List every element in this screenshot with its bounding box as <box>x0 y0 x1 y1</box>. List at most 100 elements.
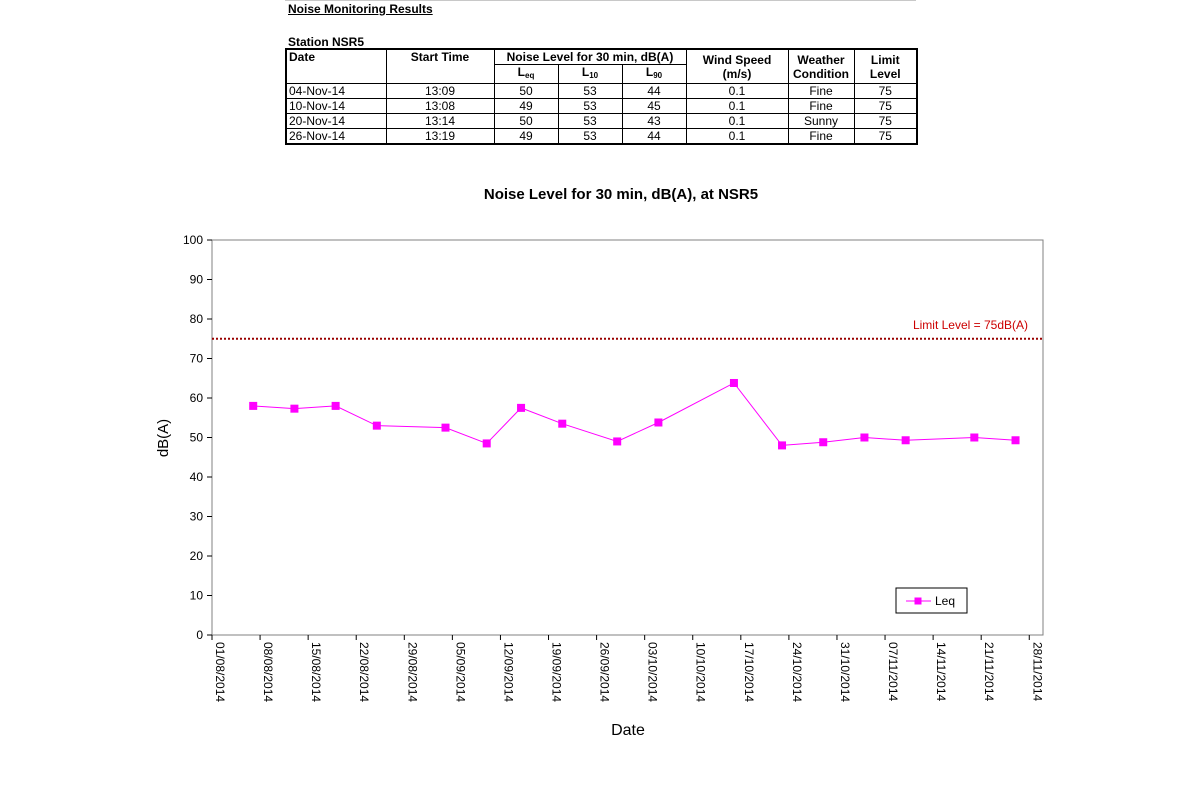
y-tick-label: 60 <box>190 391 204 405</box>
series-group <box>249 378 1020 450</box>
cell-date: 04-Nov-14 <box>285 83 387 99</box>
table-row: 26-Nov-14 13:19 49 53 44 0.1 Fine 75 <box>285 128 918 145</box>
data-point <box>441 423 450 432</box>
header-start-time: Start Time <box>385 48 495 84</box>
data-point <box>778 441 787 450</box>
x-tick-label: 28/11/2014 <box>1030 642 1044 701</box>
x-tick-label: 14/11/2014 <box>934 642 948 701</box>
x-tick-label: 08/08/2014 <box>261 642 275 702</box>
cell-limit: 75 <box>853 98 918 114</box>
header-l90: L90 <box>621 64 687 84</box>
data-point <box>558 419 567 428</box>
data-point <box>819 438 828 447</box>
cell-time: 13:14 <box>385 113 495 129</box>
legend-marker <box>914 597 922 605</box>
cell-limit: 75 <box>853 83 918 99</box>
x-tick-label: 31/10/2014 <box>838 642 852 702</box>
cell-date: 26-Nov-14 <box>285 128 387 145</box>
limit-line-label: Limit Level = 75dB(A) <box>913 318 1028 332</box>
data-point <box>860 433 869 442</box>
x-tick-label: 05/09/2014 <box>453 642 467 702</box>
data-point <box>482 439 491 448</box>
y-tick-label: 30 <box>190 510 204 524</box>
x-tick-label: 10/10/2014 <box>694 642 708 702</box>
x-axis-label: Date <box>611 722 645 739</box>
cell-weather: Sunny <box>787 113 855 129</box>
y-tick-label: 20 <box>190 549 204 563</box>
data-point <box>613 437 622 446</box>
top-rule <box>285 0 916 1</box>
station-label: Station NSR5 <box>288 35 365 49</box>
series-line <box>253 382 1016 446</box>
cell-date: 20-Nov-14 <box>285 113 387 129</box>
cell-leq: 50 <box>493 83 559 99</box>
table-row: 04-Nov-14 13:09 50 53 44 0.1 Fine 75 <box>285 83 918 99</box>
y-tick-label: 40 <box>190 470 204 484</box>
x-tick-label: 19/09/2014 <box>550 642 564 702</box>
y-axis-label: dB(A) <box>155 419 172 457</box>
noise-line-chart: Noise Level for 30 min, dB(A), at NSR5 0… <box>155 186 1044 739</box>
plot-area <box>211 239 1044 636</box>
axes: 0 10 20 30 40 50 60 70 80 90 100 01/08/2014 08/08/20… <box>183 233 1044 702</box>
cell-leq: 49 <box>493 128 559 145</box>
data-point <box>970 433 979 442</box>
y-tick-label: 70 <box>190 352 204 366</box>
cell-date: 10-Nov-14 <box>285 98 387 114</box>
x-tick-label: 26/09/2014 <box>598 642 612 702</box>
cell-l10: 53 <box>557 83 623 99</box>
cell-wind: 0.1 <box>685 128 789 145</box>
cell-l90: 44 <box>621 128 687 145</box>
cell-time: 13:08 <box>385 98 495 114</box>
cell-l10: 53 <box>557 98 623 114</box>
limit-line-group: Limit Level = 75dB(A) <box>212 318 1043 340</box>
cell-wind: 0.1 <box>685 83 789 99</box>
table-row: 20-Nov-14 13:14 50 53 43 0.1 Sunny 75 <box>285 113 918 129</box>
cell-leq: 50 <box>493 113 559 129</box>
data-point <box>517 403 526 412</box>
header-weather: Weather Condition <box>787 48 855 84</box>
header-l10: L10 <box>557 64 623 84</box>
cell-l90: 43 <box>621 113 687 129</box>
cell-wind: 0.1 <box>685 98 789 114</box>
y-tick-label: 80 <box>190 312 204 326</box>
y-tick-label: 50 <box>190 431 204 445</box>
legend-label: Leq <box>935 594 955 608</box>
header-wind-speed: Wind Speed (m/s) <box>685 48 789 84</box>
x-tick-label: 12/09/2014 <box>501 642 515 702</box>
x-tick-label: 01/08/2014 <box>213 642 227 702</box>
data-point <box>249 401 258 410</box>
cell-time: 13:19 <box>385 128 495 145</box>
data-point <box>901 436 910 445</box>
cell-l90: 45 <box>621 98 687 114</box>
results-table: Date Start Time Noise Level for 30 min, … <box>285 48 918 145</box>
header-date: Date <box>285 48 387 84</box>
x-tick-label: 07/11/2014 <box>886 642 900 701</box>
cell-l90: 44 <box>621 83 687 99</box>
data-point <box>1011 436 1020 445</box>
header-noise-level: Noise Level for 30 min, dB(A) <box>493 48 687 65</box>
chart-title: Noise Level for 30 min, dB(A), at NSR5 <box>484 186 758 203</box>
x-tick-label: 21/11/2014 <box>982 642 996 701</box>
cell-wind: 0.1 <box>685 113 789 129</box>
x-tick-label: 24/10/2014 <box>790 642 804 702</box>
x-tick-label: 03/10/2014 <box>646 642 660 702</box>
cell-l10: 53 <box>557 128 623 145</box>
y-tick-label: 100 <box>183 233 203 247</box>
x-tick-label: 17/10/2014 <box>742 642 756 702</box>
x-tick-label: 15/08/2014 <box>309 642 323 702</box>
data-point <box>331 401 340 410</box>
x-tick-label: 22/08/2014 <box>357 642 371 702</box>
legend: Leq <box>895 587 968 614</box>
cell-l10: 53 <box>557 113 623 129</box>
cell-time: 13:09 <box>385 83 495 99</box>
data-point <box>290 404 299 413</box>
table-row: 10-Nov-14 13:08 49 53 45 0.1 Fine 75 <box>285 98 918 114</box>
cell-weather: Fine <box>787 83 855 99</box>
y-tick-label: 90 <box>190 273 204 287</box>
cell-weather: Fine <box>787 98 855 114</box>
data-point <box>372 421 381 430</box>
x-tick-label: 29/08/2014 <box>405 642 419 702</box>
data-point <box>729 378 738 387</box>
y-tick-label: 0 <box>196 628 203 642</box>
cell-limit: 75 <box>853 113 918 129</box>
